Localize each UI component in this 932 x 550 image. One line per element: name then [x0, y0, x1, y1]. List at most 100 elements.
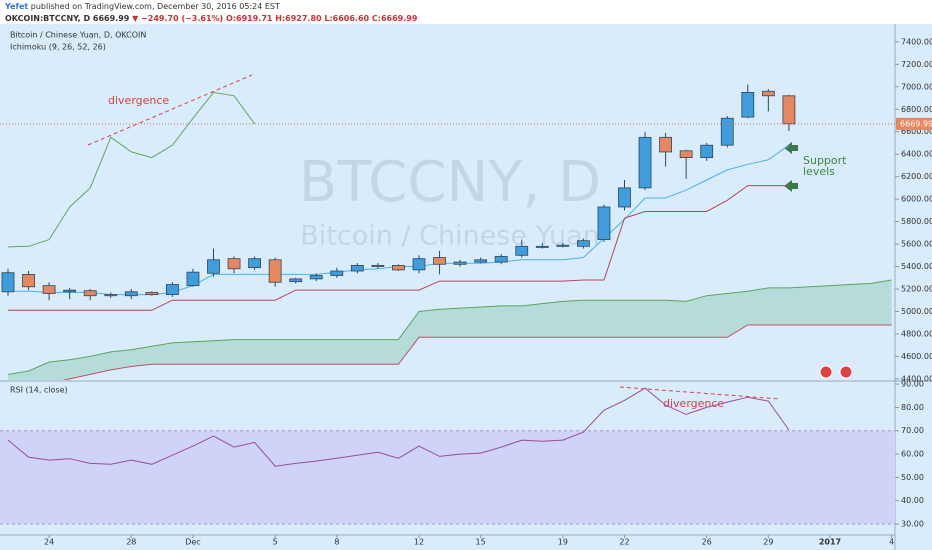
indicator-title: Ichimoku (9, 26, 52, 26): [10, 43, 106, 52]
candle-body: [63, 289, 77, 293]
y-tick-label: 7200.00: [901, 60, 932, 69]
event-icon[interactable]: [839, 365, 853, 379]
candle-body: [638, 136, 652, 189]
indicator-line: [7, 279, 892, 375]
x-tick-label: 4: [889, 538, 894, 547]
candle-body: [104, 294, 118, 297]
y-tick-label: 6200.00: [901, 172, 932, 181]
y-tick-label: 70.00: [901, 426, 924, 435]
indicator-line: [8, 185, 789, 311]
candle-body: [186, 271, 200, 287]
candle-body: [268, 259, 282, 283]
y-tick-label: 5400.00: [901, 262, 932, 271]
candle-body: [412, 258, 426, 271]
ohlc: O:6919.71 H:6927.80 L:6606.60 C:6669.99: [226, 14, 418, 23]
y-tick-label: 50.00: [901, 473, 924, 482]
candle-body: [289, 278, 303, 283]
rsi-divergence-line: [619, 386, 781, 400]
y-tick-label: 5200.00: [901, 285, 932, 294]
candle-body: [207, 259, 220, 274]
candle-body: [371, 265, 385, 267]
candle-body: [577, 240, 590, 247]
rsi-title: RSI (14, close): [10, 386, 68, 395]
candle-body: [392, 265, 405, 271]
watermark-subtitle: Bitcoin / Chinese Yuan: [300, 221, 599, 252]
header-line: Yefet published on TradingView.com, Dece…: [4, 2, 280, 11]
indicator-line: [7, 91, 256, 248]
symbol: OKCOIN:BTCCNY, D: [5, 14, 90, 23]
candle-body: [330, 270, 344, 276]
y-tick-label: 6400.00: [901, 150, 932, 159]
x-tick-label: 28: [126, 538, 136, 547]
candle-body: [165, 284, 179, 296]
change: ▼ −249.70 (−3.61%): [132, 14, 223, 23]
divergence-line: [87, 74, 253, 146]
rsi-line: [7, 387, 790, 467]
y-tick-label: 80.00: [901, 403, 924, 412]
published: published on TradingView.com, December 3…: [31, 2, 280, 11]
y-tick-label: 40.00: [901, 496, 924, 505]
x-tick-label: 15: [476, 538, 486, 547]
candle-body: [145, 291, 159, 296]
event-icon[interactable]: [819, 365, 833, 379]
x-tick-label: 5: [273, 538, 278, 547]
candle-body: [659, 136, 672, 153]
candle-body: [453, 261, 467, 265]
candle-body: [83, 290, 97, 297]
candle-body: [720, 117, 734, 146]
x-tick-label: 19: [558, 538, 568, 547]
x-tick-label: Dec: [185, 538, 200, 547]
candle-body: [679, 150, 693, 158]
candle-body: [1, 272, 15, 293]
candle-body: [494, 256, 508, 263]
candle-body: [515, 245, 529, 256]
candle-body: [556, 244, 570, 247]
candle-body: [782, 95, 796, 125]
rsi-band: [0, 430, 895, 525]
last-price-label: 6669.99: [900, 119, 932, 128]
indicator-line: [62, 324, 892, 380]
x-tick-label: 29: [763, 538, 773, 547]
y-tick-label: 30.00: [901, 520, 924, 529]
y-tick-label: 5800.00: [901, 217, 932, 226]
y-tick-label: 4400.00: [901, 374, 932, 383]
x-tick-label: 24: [44, 538, 54, 547]
y-tick-label: 6000.00: [901, 195, 932, 204]
candle-body: [309, 275, 323, 280]
y-tick-label: 4800.00: [901, 329, 932, 338]
y-tick-label: 4600.00: [901, 352, 932, 361]
y-tick-label: 60.00: [901, 450, 924, 459]
support-arrow: [784, 180, 798, 192]
y-tick-label: 6600.00: [901, 127, 932, 136]
y-tick-label: 5000.00: [901, 307, 932, 316]
header-bg: [0, 0, 932, 24]
y-tick-label: 6800.00: [901, 105, 932, 114]
y-tick-label: 7400.00: [901, 37, 932, 46]
panel-title: Bitcoin / Chinese Yuan, D, OKCOIN: [10, 31, 146, 40]
candle-body: [597, 206, 611, 240]
rsi-panel: [0, 387, 895, 525]
author[interactable]: Yefet: [4, 2, 28, 11]
price-panel: [0, 84, 895, 380]
x-tick-label: 2017: [819, 538, 841, 547]
y-tick-label: 7000.00: [901, 82, 932, 91]
candle-body: [618, 187, 631, 208]
candle-body: [433, 257, 446, 265]
candle-body: [474, 259, 488, 263]
support-annotation: Support levels: [803, 154, 847, 178]
watermark: BTCCNY, D: [299, 150, 601, 215]
x-tick-label: 12: [414, 538, 424, 547]
candle-body: [741, 92, 755, 118]
support-arrow: [784, 142, 798, 154]
candle-body: [350, 265, 364, 272]
x-tick-label: 8: [334, 538, 339, 547]
price: 6669.99: [93, 14, 130, 23]
candle-body: [227, 258, 241, 270]
candle-body: [42, 285, 56, 294]
symbol-line: OKCOIN:BTCCNY, D 6669.99 ▼ −249.70 (−3.6…: [5, 14, 418, 23]
last-price-box: [896, 117, 932, 130]
candle-body: [248, 258, 262, 269]
candle-body: [700, 144, 714, 158]
